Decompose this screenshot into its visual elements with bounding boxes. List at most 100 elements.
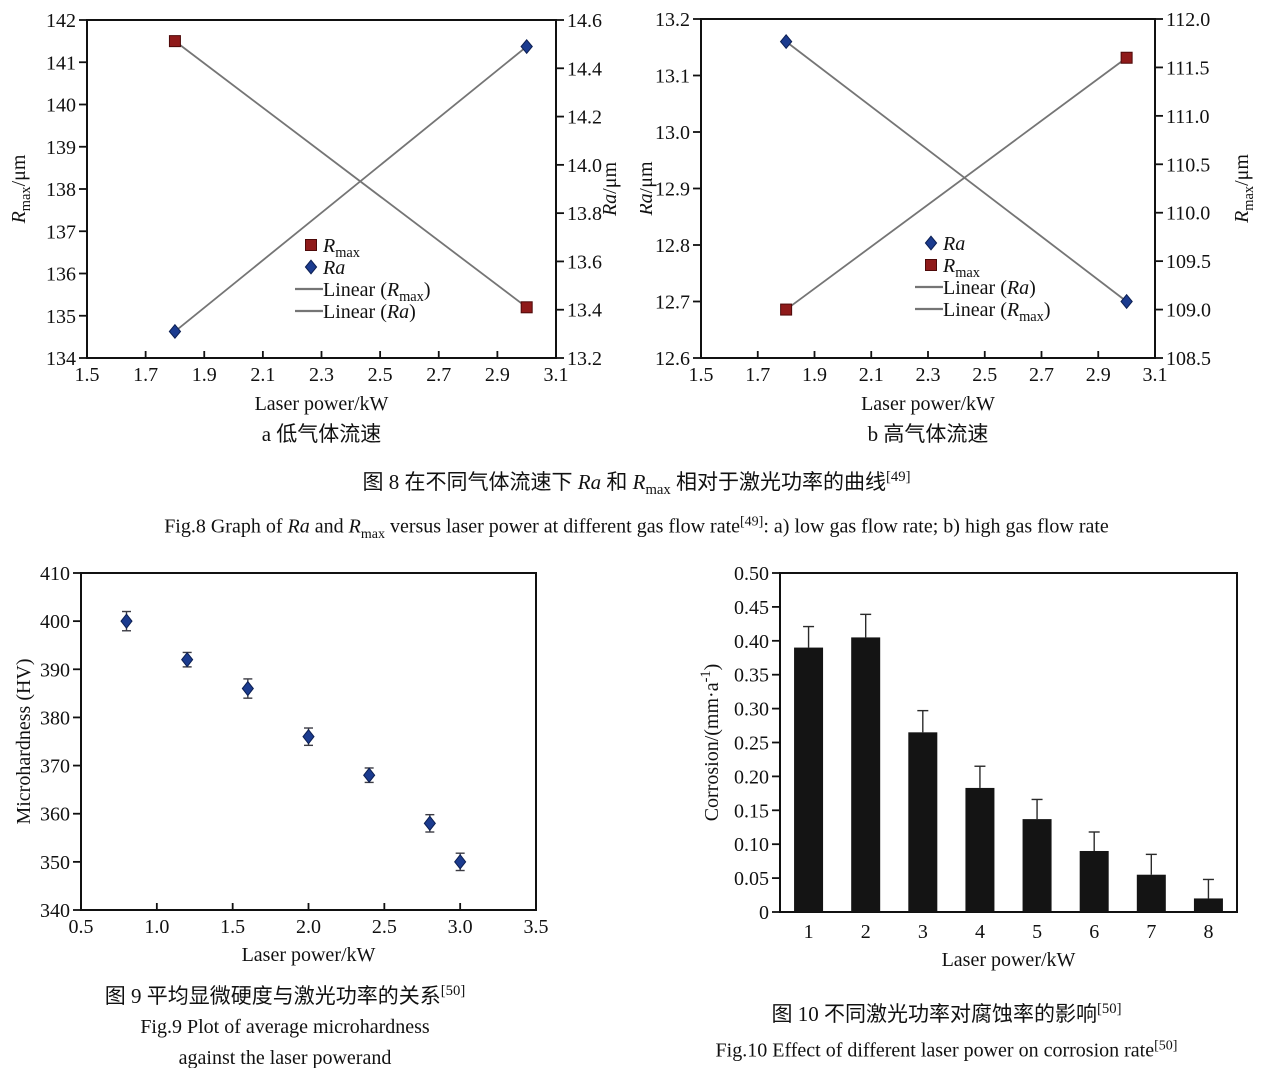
fig9-y-tick: 410	[40, 563, 70, 585]
fig9-x-tick: 2.0	[296, 916, 321, 938]
fig8b-left-tick: 13.0	[655, 122, 690, 144]
fig8b-right-tick: 110.5	[1166, 154, 1210, 176]
fig9-chart-microhardness: 0.5 1.0 1.5 2.0 2.5 3.0 3.5 Laser power/kW 340 35…	[13, 563, 549, 966]
fig9-x-tick: 1.5	[220, 916, 245, 938]
fig8b-x-axis: 1.5 1.7 1.9 2.1 2.3 2.5 2.7 2.9 3.1 Laser power/k…	[689, 351, 1168, 446]
fig8b-left-tick: 12.8	[655, 235, 690, 257]
fig8b-left-axis-title: Ra/μm	[640, 161, 657, 216]
fig8b-legend-label: Linear (Rmax)	[943, 299, 1051, 325]
fig10-y-tick: 0.10	[734, 834, 769, 856]
fig8a-legend-label: Rmax	[322, 235, 361, 261]
fig8b-left-axis: 12.6 12.7 12.8 12.9 13.0 13.1 13.2 Ra/μm	[640, 9, 701, 370]
fig10-y-tick: 0.20	[734, 766, 769, 788]
fig10-x-tick: 6	[1089, 921, 1099, 943]
fig9-x-tick: 3.0	[448, 916, 473, 938]
bar-laser-power-8	[1193, 898, 1223, 912]
fig8a-chart-low-gas-flow: 1.5 1.7 1.9 2.1 2.3 2.5 2.7 2.9 3.1 Laser power/k…	[8, 10, 621, 446]
fig8b-right-tick: 111.0	[1166, 106, 1210, 128]
fig8a-x-tick: 2.7	[426, 364, 451, 386]
fig8b-x-tick: 2.7	[1029, 364, 1054, 386]
bar-laser-power-5	[1022, 819, 1052, 912]
fig8a-left-tick: 141	[46, 52, 76, 74]
data-marker-diamond	[924, 235, 938, 251]
data-marker-square	[780, 303, 793, 316]
fig10-y-axis-title: Corrosion/(mm·a-1)	[698, 664, 723, 822]
bar-laser-power-7	[1136, 874, 1166, 912]
fig8b-right-axis-title: Rmax/μm	[1231, 154, 1257, 224]
fig8b-right-tick: 110.0	[1166, 203, 1210, 225]
fig9-y-axis: 340 350 360 370 380 390 400 410 Microhardness (H…	[13, 563, 81, 922]
fig10-y-tick: 0.40	[734, 631, 769, 653]
fig8b-x-tick: 1.5	[689, 364, 714, 386]
fig8b-x-tick: 2.3	[916, 364, 941, 386]
fig10-y-tick: 0.25	[734, 733, 769, 755]
fig8a-right-tick: 13.4	[567, 300, 602, 322]
data-marker-square	[1120, 51, 1133, 64]
fig8a-x-tick: 2.5	[368, 364, 393, 386]
fig10-x-tick: 2	[861, 921, 871, 943]
fig10-plot-border	[779, 572, 1238, 913]
fig9-y-axis-title: Microhardness (HV)	[13, 658, 35, 824]
fig9-y-tick: 400	[40, 611, 70, 633]
fig8a-legend-label: Linear (Rmax)	[323, 279, 431, 305]
fig8a-right-tick: 13.8	[567, 203, 602, 225]
fig8a-right-axis: 13.2 13.4 13.6 13.8 14.0 14.2 14.4 14.6 Ra/μm	[556, 10, 621, 370]
fig8a-right-tick: 13.6	[567, 251, 602, 273]
fig8a-left-tick: 136	[46, 264, 76, 286]
fig8a-right-tick: 14.2	[567, 107, 602, 129]
fig9-caption: 图 9 平均显微硬度与激光功率的关系[50] Fig.9 Plot of ave…	[0, 976, 570, 1068]
fig8-caption-en: Fig.8 Graph of Ra and Rmax versus laser …	[164, 514, 1109, 542]
fig8b-right-tick: 109.5	[1166, 251, 1211, 273]
fig10-x-tick: 1	[804, 921, 814, 943]
fig8a-series-Ra	[168, 38, 533, 340]
data-marker-diamond	[181, 651, 194, 668]
fig8b-left-tick: 12.9	[655, 179, 690, 201]
fig9-x-tick: 0.5	[69, 916, 94, 938]
fig8a-x-tick: 2.3	[309, 364, 334, 386]
fig8a-right-tick: 14.4	[567, 58, 602, 80]
fig8a-right-tick: 14.0	[567, 155, 602, 177]
fig10-y-tick: 0.15	[734, 800, 769, 822]
fig8b-x-tick: 3.1	[1143, 364, 1168, 386]
data-marker-square	[520, 301, 533, 314]
fig10-y-tick: 0.50	[734, 563, 769, 585]
fig8b-left-tick: 12.6	[655, 348, 690, 370]
fig8a-x-label: Laser power/kW	[255, 393, 389, 415]
fig8b-left-tick: 13.1	[655, 66, 690, 88]
fig8b-right-tick: 111.5	[1166, 57, 1210, 79]
data-marker-diamond	[168, 323, 182, 340]
fig10-x-tick: 7	[1146, 921, 1156, 943]
fig8-caption: 图 8 在不同气体流速下 Ra 和 Rmax 相对于激光功率的曲线[49] Fi…	[0, 462, 1273, 550]
fig10-x-axis: 1 2 3 4 5 6 7 8 Laser power/kW	[804, 921, 1214, 971]
fig8a-series-Rmax	[168, 35, 533, 314]
fig8b-left-tick: 13.2	[655, 9, 690, 31]
fig10-x-tick: 8	[1203, 921, 1213, 943]
fig10-bars	[794, 613, 1223, 912]
data-marker-square	[925, 259, 937, 271]
data-marker-diamond	[363, 767, 376, 784]
data-marker-diamond	[304, 259, 318, 275]
data-marker-diamond	[779, 34, 793, 50]
fig9-y-tick: 390	[40, 659, 70, 681]
fig8a-left-tick: 137	[46, 221, 76, 243]
fig8a-left-tick: 139	[46, 137, 76, 159]
fig9-y-tick: 350	[40, 852, 70, 874]
fig8b-legend-label: Ra	[942, 233, 965, 255]
fig9-y-tick: 340	[40, 900, 70, 922]
fig9-y-tick: 380	[40, 707, 70, 729]
fig8b-legend-label: Linear (Ra)	[943, 277, 1036, 299]
bar-laser-power-4	[965, 787, 995, 912]
fig8b-series-Ra	[779, 34, 1133, 310]
fig8a-plot-border	[86, 19, 557, 359]
fig9-x-axis: 0.5 1.0 1.5 2.0 2.5 3.0 3.5 Laser power/kW	[69, 903, 549, 966]
fig8b-plot-border	[700, 18, 1156, 359]
fig8a-x-tick: 2.1	[250, 364, 275, 386]
bar-laser-power-3	[908, 732, 938, 912]
fig8a-left-axis-title: Rmax/μm	[8, 154, 34, 224]
fig10-x-tick: 3	[918, 921, 928, 943]
fig8a-legend-label: Ra	[322, 257, 345, 279]
fig8a-x-tick: 1.7	[133, 364, 158, 386]
fig8a-right-tick: 13.2	[567, 348, 602, 370]
